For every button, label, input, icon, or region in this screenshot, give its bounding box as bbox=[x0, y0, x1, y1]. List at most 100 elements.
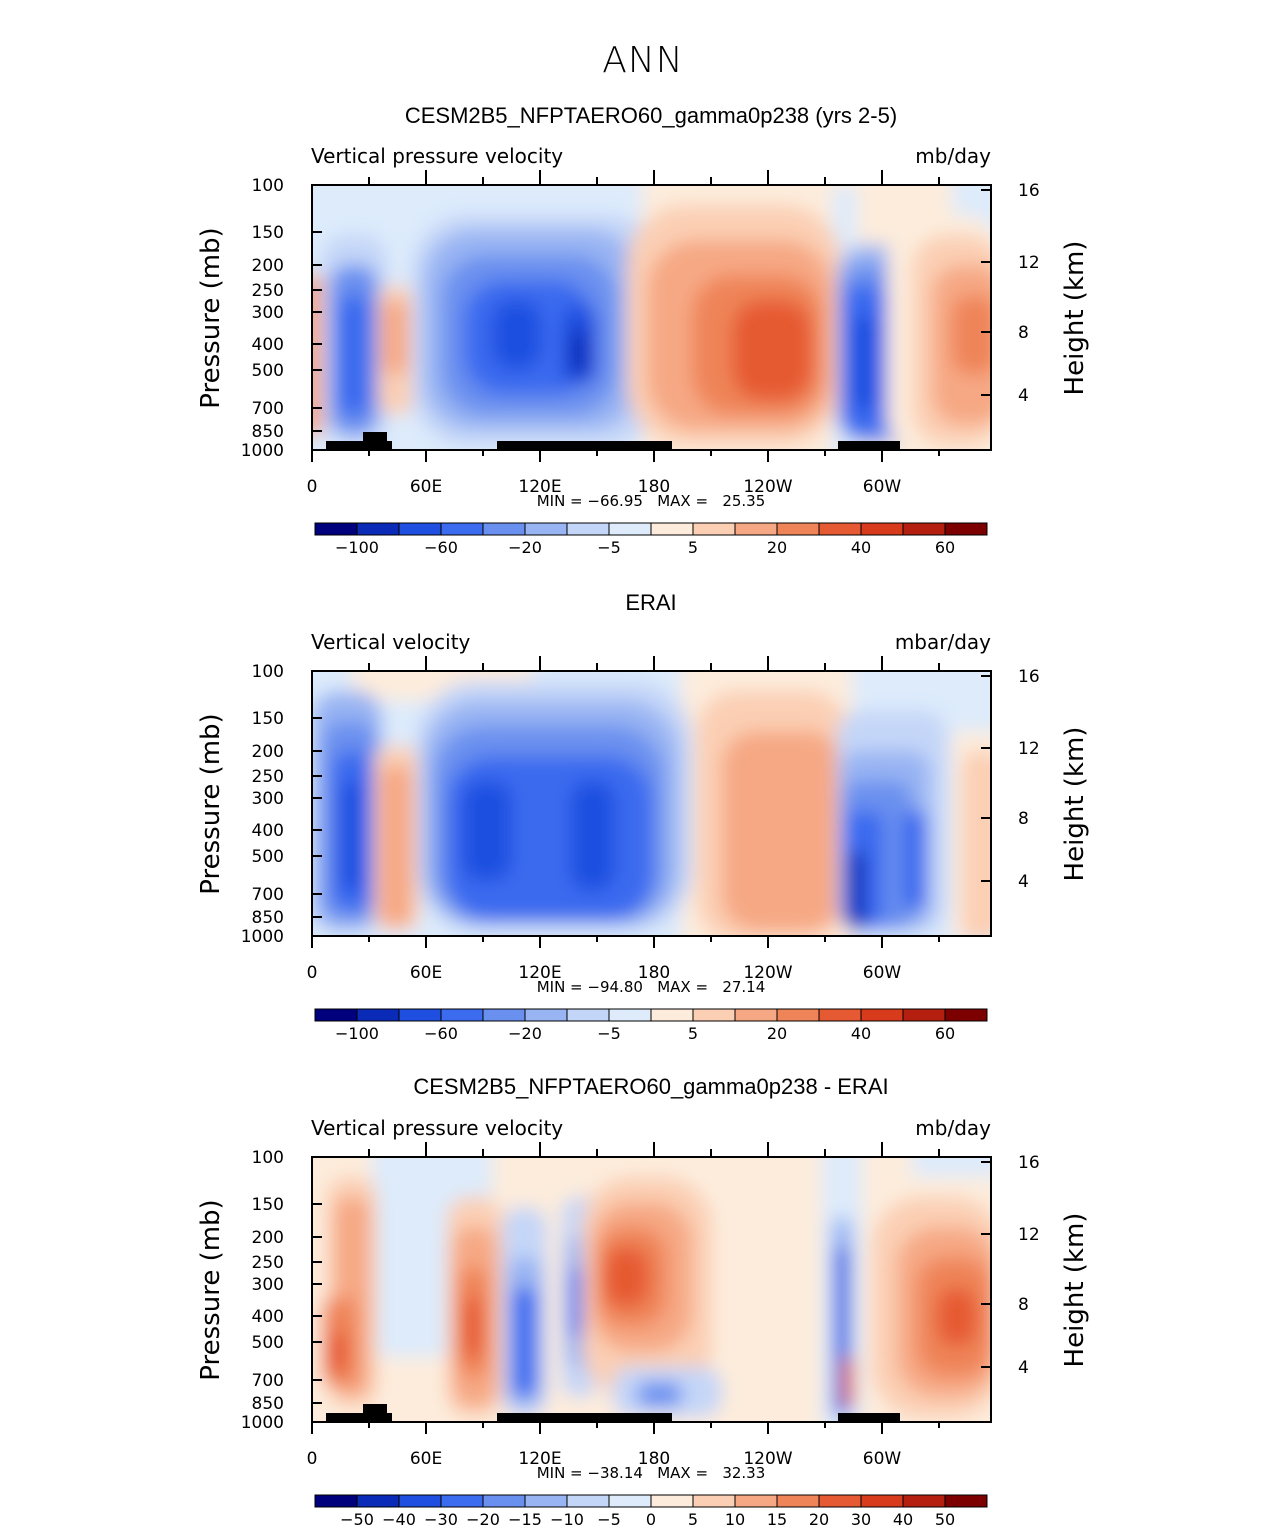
variable-label: Vertical velocity bbox=[311, 630, 471, 654]
colorbar-swatch bbox=[902, 1008, 946, 1022]
x-tick-label: 60W bbox=[863, 477, 902, 497]
y-tick-label: 100 bbox=[252, 662, 284, 682]
x-axis: 0 60E 120E 180 120W 60W bbox=[307, 656, 940, 983]
contour-field bbox=[312, 1157, 991, 1422]
plot-frame bbox=[311, 184, 992, 451]
colorbar-swatch bbox=[608, 1008, 652, 1022]
colorbar-swatch bbox=[524, 1008, 568, 1022]
colorbar-label: 40 bbox=[893, 1510, 913, 1529]
y-axis-title-right: Height (km) bbox=[1060, 727, 1090, 882]
y-axis-title: Pressure (mb) bbox=[196, 227, 226, 408]
colorbar: −100 −60 −20 −5 5 20 40 60 bbox=[314, 522, 988, 557]
units-label: mbar/day bbox=[895, 630, 991, 654]
y-tick-label: 300 bbox=[252, 1275, 284, 1295]
x-tick-label: 60W bbox=[863, 1449, 902, 1469]
y-tick-label: 1000 bbox=[241, 1413, 284, 1433]
colorbar-swatch bbox=[818, 522, 862, 536]
panel-model: CESM2B5_NFPTAERO60_gamma0p238 (yrs 2-5) … bbox=[196, 103, 1090, 557]
x-tick-label: 120W bbox=[743, 1449, 792, 1469]
colorbar: −50 −40 −30 −20 −15 −10 −5 0 5 10 15 20 … bbox=[314, 1494, 988, 1529]
y-tick-label: 700 bbox=[252, 399, 284, 419]
height-tick-label: 4 bbox=[1018, 872, 1029, 892]
height-tick-label: 8 bbox=[1018, 323, 1029, 343]
colorbar-swatch bbox=[356, 1494, 400, 1508]
x-tick-label: 120E bbox=[518, 1449, 561, 1469]
y-tick-label: 1000 bbox=[241, 441, 284, 461]
y-tick-label: 200 bbox=[252, 256, 284, 276]
x-tick-label: 120E bbox=[518, 477, 561, 497]
colorbar-label: 5 bbox=[688, 1024, 698, 1043]
colorbar-swatch bbox=[398, 1494, 442, 1508]
colorbar-label: 40 bbox=[851, 1024, 871, 1043]
x-axis: 0 60E 120E 180 120W 60W bbox=[307, 170, 940, 497]
y-tick-label: 400 bbox=[252, 335, 284, 355]
height-tick-label: 12 bbox=[1018, 739, 1040, 759]
colorbar-swatch bbox=[524, 1494, 568, 1508]
x-tick-label: 120E bbox=[518, 963, 561, 983]
colorbar-label: −40 bbox=[382, 1510, 416, 1529]
y-tick-label: 500 bbox=[252, 1333, 284, 1353]
colorbar-label: −15 bbox=[508, 1510, 542, 1529]
y-tick-label: 850 bbox=[252, 1394, 284, 1414]
colorbar-label: −5 bbox=[597, 1024, 621, 1043]
contour-field bbox=[312, 185, 991, 450]
colorbar-swatch bbox=[440, 1008, 484, 1022]
colorbar-swatch bbox=[398, 522, 442, 536]
height-tick-label: 16 bbox=[1018, 667, 1040, 687]
colorbar-label: −100 bbox=[335, 538, 379, 557]
colorbar-swatch bbox=[860, 1494, 904, 1508]
colorbar-swatch bbox=[692, 1008, 736, 1022]
variable-label: Vertical pressure velocity bbox=[311, 1116, 563, 1140]
colorbar-label: 10 bbox=[725, 1510, 745, 1529]
x-tick-label: 60E bbox=[410, 963, 442, 983]
y-tick-label: 850 bbox=[252, 908, 284, 928]
colorbar-label: 20 bbox=[767, 1024, 787, 1043]
y-tick-label: 400 bbox=[252, 821, 284, 841]
x-tick-label: 60E bbox=[410, 1449, 442, 1469]
colorbar-label: −20 bbox=[508, 1024, 542, 1043]
topography-mask bbox=[326, 432, 900, 450]
colorbar-label: 40 bbox=[851, 538, 871, 557]
colorbar-swatch bbox=[944, 1008, 988, 1022]
colorbar-swatch bbox=[356, 1008, 400, 1022]
x-tick-label: 60E bbox=[410, 477, 442, 497]
x-tick-label: 0 bbox=[307, 1449, 318, 1469]
x-axis: 0 60E 120E 180 120W 60W bbox=[307, 1142, 940, 1469]
colorbar-swatch bbox=[944, 1494, 988, 1508]
y-tick-label: 500 bbox=[252, 361, 284, 381]
colorbar: −100 −60 −20 −5 5 20 40 60 bbox=[314, 1008, 988, 1043]
colorbar-swatch bbox=[482, 522, 526, 536]
colorbar-swatch bbox=[860, 1008, 904, 1022]
min-max-stats: MIN = −94.80 MAX = 27.14 bbox=[537, 978, 766, 996]
figure-title: ANN bbox=[602, 40, 684, 81]
colorbar-label: 30 bbox=[851, 1510, 871, 1529]
colorbar-swatch bbox=[314, 1494, 358, 1508]
x-tick-label: 120W bbox=[743, 963, 792, 983]
colorbar-swatch bbox=[566, 1008, 610, 1022]
colorbar-swatch bbox=[902, 1494, 946, 1508]
y-tick-label: 150 bbox=[252, 1195, 284, 1215]
height-tick-label: 8 bbox=[1018, 1295, 1029, 1315]
colorbar-label: −10 bbox=[550, 1510, 584, 1529]
y-tick-label: 200 bbox=[252, 742, 284, 762]
colorbar-swatch bbox=[734, 522, 778, 536]
panel-title: CESM2B5_NFPTAERO60_gamma0p238 (yrs 2-5) bbox=[405, 103, 897, 128]
colorbar-label: 20 bbox=[809, 1510, 829, 1529]
y-tick-label: 1000 bbox=[241, 927, 284, 947]
y-tick-label: 700 bbox=[252, 1371, 284, 1391]
x-tick-label: 180 bbox=[638, 477, 670, 497]
y-tick-label: 500 bbox=[252, 847, 284, 867]
colorbar-label: 5 bbox=[688, 1510, 698, 1529]
colorbar-swatch bbox=[608, 522, 652, 536]
y-tick-label: 300 bbox=[252, 303, 284, 323]
colorbar-swatch bbox=[860, 522, 904, 536]
colorbar-swatch bbox=[692, 1494, 736, 1508]
colorbar-swatch bbox=[734, 1008, 778, 1022]
y-axis-title-right: Height (km) bbox=[1060, 1213, 1090, 1368]
y-tick-label: 150 bbox=[252, 223, 284, 243]
colorbar-label: −100 bbox=[335, 1024, 379, 1043]
colorbar-swatch bbox=[692, 522, 736, 536]
colorbar-label: 5 bbox=[688, 538, 698, 557]
colorbar-swatch bbox=[314, 1008, 358, 1022]
